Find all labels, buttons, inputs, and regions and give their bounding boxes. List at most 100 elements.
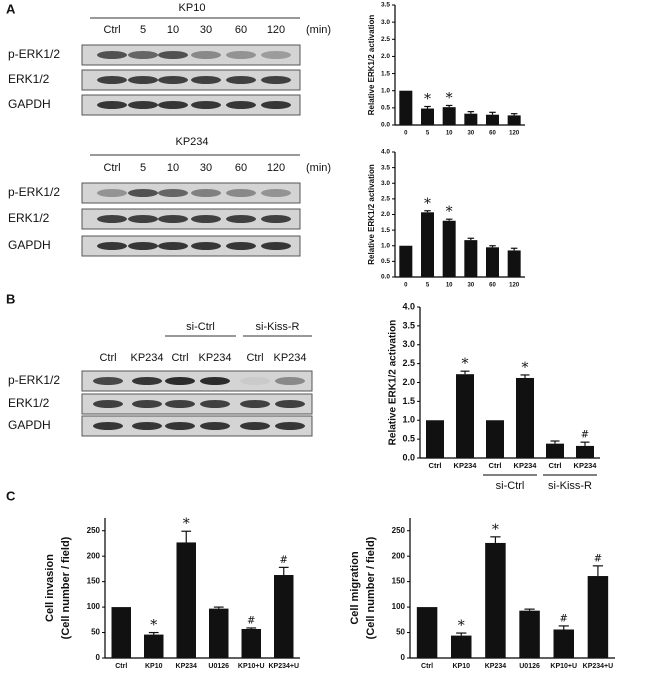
y-tick-label: 1.5 <box>402 396 415 406</box>
x-tick-label: KP234 <box>574 461 598 470</box>
blot-band <box>97 189 127 197</box>
y-axis-label: (Cell number / field) <box>365 536 377 639</box>
y-tick-label: 3.5 <box>381 2 390 9</box>
blot-band <box>261 215 291 223</box>
blot-title: KP10 <box>179 2 206 14</box>
bar <box>546 443 564 458</box>
x-tick-label: 120 <box>509 283 520 289</box>
blot-band <box>132 400 162 408</box>
annotation: # <box>594 553 602 564</box>
bar <box>464 240 478 277</box>
blot-band <box>128 242 158 250</box>
bar <box>241 628 261 658</box>
annotation: * <box>424 91 431 107</box>
blot-band <box>226 76 256 84</box>
blot-strip <box>81 415 313 437</box>
x-tick-label: Ctrl <box>115 663 127 670</box>
y-axis-label: Relative ERK1/2 activation <box>367 164 376 265</box>
blot-band <box>226 242 256 250</box>
blot-band <box>128 215 158 223</box>
blot-title: KP234 <box>175 136 208 148</box>
row-label: p-ERK1/2 <box>8 47 60 61</box>
annotation: # <box>560 613 568 624</box>
lane-label: Ctrl <box>171 352 188 364</box>
y-tick-label: 0.5 <box>402 434 415 444</box>
annotation: * <box>446 204 453 220</box>
lane-label: 60 <box>235 24 247 36</box>
bar <box>507 115 521 125</box>
y-tick-label: 4.0 <box>402 301 415 311</box>
blot-band <box>165 377 195 385</box>
blot-band <box>275 400 305 408</box>
bar <box>209 608 229 658</box>
y-tick-label: 2.5 <box>381 36 390 43</box>
group-label: si-Ctrl <box>496 480 525 492</box>
bar <box>456 374 474 458</box>
lane-label: 120 <box>267 162 285 174</box>
y-tick-label: 100 <box>87 602 101 611</box>
bar <box>486 420 504 458</box>
blot-band <box>261 76 291 84</box>
x-tick-label: 5 <box>426 283 430 289</box>
y-tick-label: 2.5 <box>402 358 415 368</box>
x-tick-label: 0 <box>404 131 408 137</box>
blot-band <box>191 215 221 223</box>
blot-band <box>226 189 256 197</box>
lane-label: Ctrl <box>103 24 120 36</box>
bar <box>176 542 196 658</box>
y-tick-label: 3.0 <box>381 180 390 187</box>
bar <box>144 634 164 658</box>
blot-band <box>261 101 291 109</box>
lane-label: 5 <box>140 24 146 36</box>
blot-band <box>128 189 158 197</box>
blot-band <box>165 422 195 430</box>
bar <box>274 575 294 658</box>
x-tick-label: 30 <box>467 283 474 289</box>
blot-band <box>200 400 230 408</box>
row-label: p-ERK1/2 <box>8 373 60 387</box>
blot-band <box>97 51 127 59</box>
blot-band <box>191 242 221 250</box>
blot-group-label: si-Ctrl <box>186 321 215 333</box>
bar <box>485 542 506 658</box>
group-label: si-Kiss-R <box>548 480 592 492</box>
y-tick-label: 3.0 <box>402 339 415 349</box>
annotation: * <box>522 360 529 376</box>
bar <box>516 377 534 458</box>
y-tick-label: 200 <box>87 551 101 560</box>
bar <box>111 607 131 658</box>
y-tick-label: 150 <box>392 577 406 586</box>
y-tick-label: 4.0 <box>381 149 390 156</box>
row-label: ERK1/2 <box>8 72 50 86</box>
y-axis-label: Cell invasion <box>44 554 56 622</box>
x-tick-label: U0126 <box>519 663 540 670</box>
blot-band <box>93 400 123 408</box>
blot-strip <box>81 370 313 392</box>
blot-band <box>97 101 127 109</box>
x-tick-label: 30 <box>467 131 474 137</box>
blot-band <box>158 51 188 59</box>
annotation: # <box>247 615 255 626</box>
blot-band <box>240 422 270 430</box>
bar <box>464 113 478 125</box>
lane-label: Ctrl <box>99 352 116 364</box>
blot-band <box>97 76 127 84</box>
x-tick-label: 60 <box>489 283 496 289</box>
y-tick-label: 1.5 <box>381 70 390 77</box>
blot-group-label: si-Kiss-R <box>256 321 300 333</box>
annotation: * <box>424 196 431 212</box>
bar <box>442 220 456 277</box>
y-tick-label: 2.0 <box>402 377 415 387</box>
y-tick-label: 1.0 <box>381 242 390 249</box>
row-label: ERK1/2 <box>8 211 50 225</box>
blot-band <box>158 242 188 250</box>
blot-band <box>226 51 256 59</box>
blot-band <box>158 101 188 109</box>
x-tick-label: KP234 <box>514 461 538 470</box>
blot-band <box>97 215 127 223</box>
blot-band <box>132 422 162 430</box>
y-tick-label: 100 <box>392 602 406 611</box>
y-axis-label: Relative ERK1/2 activation <box>388 320 399 446</box>
x-tick-label: KP10+U <box>550 663 577 670</box>
